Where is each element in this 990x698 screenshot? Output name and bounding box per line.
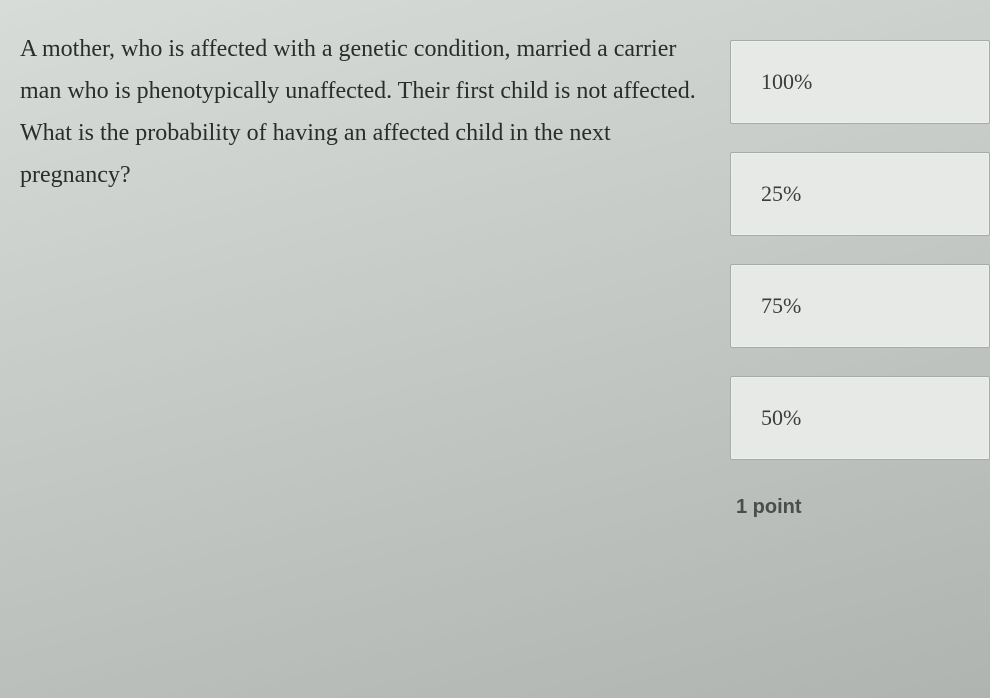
option-2[interactable]: 25%: [730, 152, 990, 236]
option-label: 25%: [761, 181, 801, 206]
question-text: A mother, who is affected with a genetic…: [20, 28, 700, 196]
option-1[interactable]: 100%: [730, 40, 990, 124]
options-column: 100% 25% 75% 50% 1 point: [730, 20, 990, 698]
option-3[interactable]: 75%: [730, 264, 990, 348]
option-label: 50%: [761, 405, 801, 430]
option-label: 75%: [761, 293, 801, 318]
option-4[interactable]: 50%: [730, 376, 990, 460]
question-column: A mother, who is affected with a genetic…: [20, 20, 730, 698]
points-label: 1 point: [730, 496, 990, 519]
option-label: 100%: [761, 69, 812, 94]
quiz-container: A mother, who is affected with a genetic…: [0, 0, 990, 698]
